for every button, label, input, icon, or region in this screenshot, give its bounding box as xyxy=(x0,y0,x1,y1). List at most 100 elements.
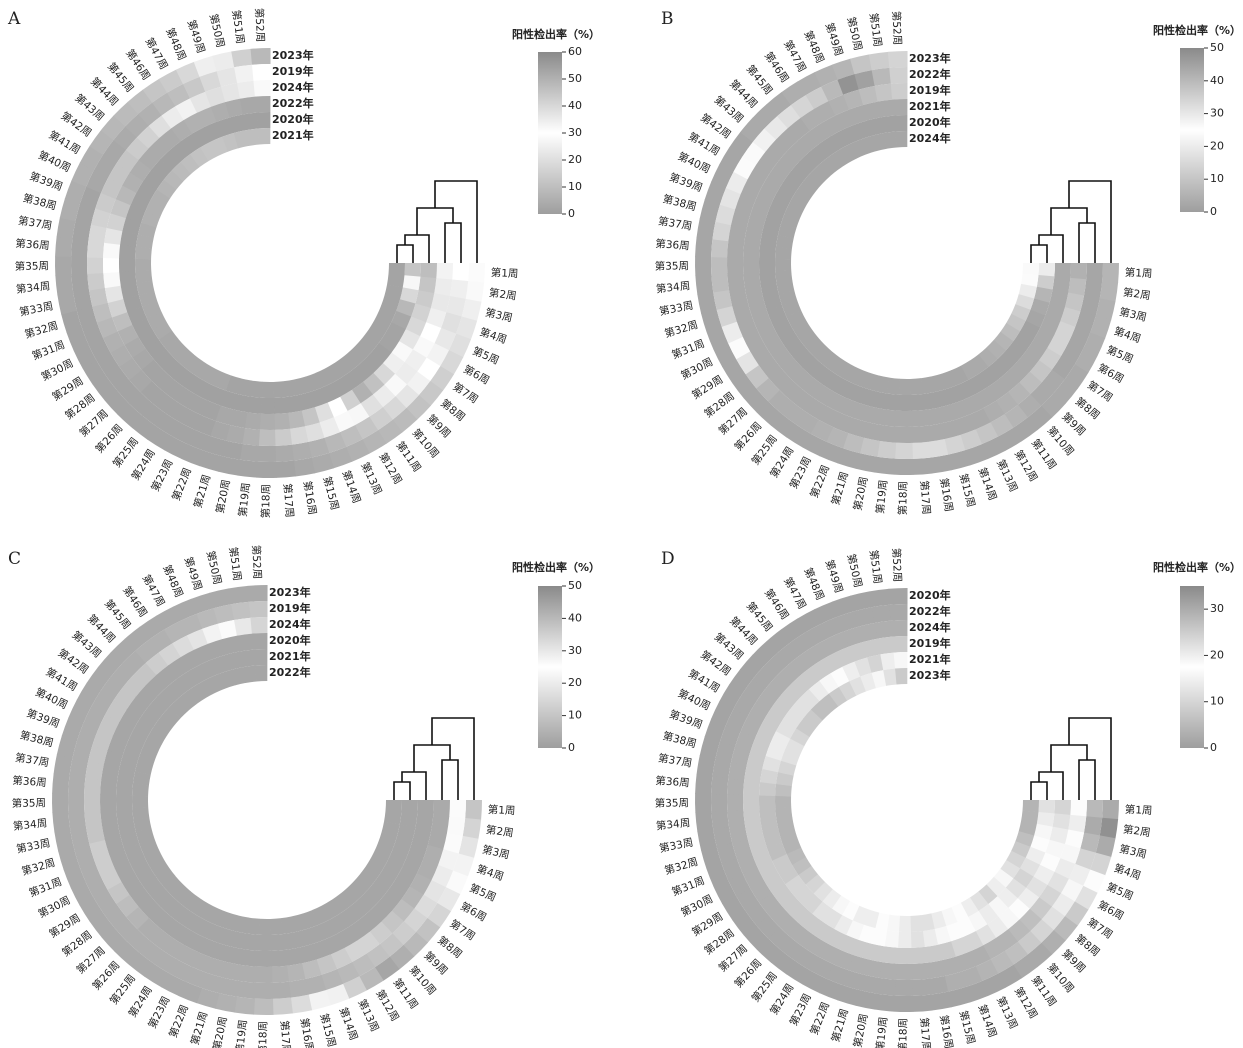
heat-cell xyxy=(253,80,271,97)
heat-cell xyxy=(695,256,712,276)
heat-cell xyxy=(141,359,164,382)
heat-cell xyxy=(231,601,251,620)
heat-cell xyxy=(982,400,1005,423)
ring-2024年 xyxy=(727,620,1087,980)
heat-cell xyxy=(711,163,734,188)
heat-cell xyxy=(103,271,121,289)
heat-cell xyxy=(244,412,261,430)
heat-cell xyxy=(736,351,759,375)
heat-cell xyxy=(706,863,729,888)
heat-cell xyxy=(910,394,925,411)
heat-cell xyxy=(201,400,221,421)
heat-cell xyxy=(71,238,89,258)
colorbar-tick-label: 10 xyxy=(1210,172,1224,185)
heat-cell xyxy=(766,91,792,117)
heat-cell xyxy=(142,78,168,103)
ring-2024年 xyxy=(775,131,1039,395)
week-label: 第7周 xyxy=(447,917,477,943)
heat-cell xyxy=(434,278,453,297)
heat-cell xyxy=(166,678,188,699)
dendrogram-link xyxy=(393,781,411,800)
heat-cell xyxy=(981,436,1006,460)
colorbar-bar xyxy=(1180,586,1204,748)
heat-cell xyxy=(426,902,451,928)
heat-cell xyxy=(858,924,876,944)
heat-cell xyxy=(1005,341,1027,362)
heat-cell xyxy=(196,608,219,629)
heat-cell xyxy=(997,427,1023,451)
week-label: 第51周 xyxy=(229,9,247,45)
heat-cell xyxy=(775,806,793,820)
heat-cell xyxy=(88,224,107,243)
heat-cell xyxy=(88,337,111,361)
heat-cell xyxy=(997,887,1018,909)
week-label: 第49周 xyxy=(185,18,208,55)
heat-cell xyxy=(348,878,369,899)
heat-cell xyxy=(898,378,911,395)
heat-cell xyxy=(837,611,860,632)
heat-cell xyxy=(1060,341,1084,365)
heat-cell xyxy=(777,687,800,709)
heat-cell xyxy=(237,459,258,478)
heat-cell xyxy=(198,937,218,958)
heat-cell xyxy=(70,881,94,906)
heat-cell xyxy=(831,358,851,378)
dendrogram-link xyxy=(1078,759,1096,800)
heat-cell xyxy=(945,921,964,942)
week-label: 第8周 xyxy=(438,396,468,424)
heat-cell xyxy=(832,949,854,971)
heat-cell xyxy=(156,665,178,687)
colorbar-tick-label: 0 xyxy=(568,741,575,754)
heat-cell xyxy=(133,817,152,833)
heat-cell xyxy=(813,100,836,123)
heat-cell xyxy=(787,139,810,162)
heat-cell xyxy=(81,322,104,345)
heat-cell xyxy=(116,781,134,796)
heat-cell xyxy=(99,676,124,701)
heat-cell xyxy=(770,413,796,438)
heat-cell xyxy=(370,343,392,364)
heat-cell xyxy=(196,987,220,1009)
heat-cell xyxy=(217,619,238,640)
heat-cell xyxy=(910,931,925,948)
heat-cell xyxy=(120,831,140,850)
heat-cell xyxy=(93,154,117,178)
heat-cell xyxy=(87,240,105,258)
ring-2021年 xyxy=(135,128,405,398)
heat-cell xyxy=(696,754,716,777)
heat-cell xyxy=(711,775,729,795)
heat-cell xyxy=(911,978,931,996)
heat-cell xyxy=(941,907,958,927)
dendrogram xyxy=(1030,180,1112,263)
week-label: 第4周 xyxy=(478,325,508,346)
week-label: 第37周 xyxy=(657,751,693,770)
heat-cell xyxy=(786,961,811,985)
heat-cell xyxy=(177,691,197,711)
heat-cell xyxy=(699,199,721,222)
heat-cell xyxy=(325,983,350,1006)
heat-cell xyxy=(254,665,268,682)
heat-cell xyxy=(449,279,469,300)
heat-cell xyxy=(1086,263,1103,282)
heat-cell xyxy=(867,654,884,673)
heat-cell xyxy=(822,888,842,909)
heat-cell xyxy=(431,864,454,888)
heat-cell xyxy=(790,161,812,182)
heat-cell xyxy=(732,838,752,859)
dendrogram-link xyxy=(1068,717,1112,800)
week-label: 第13周 xyxy=(994,994,1020,1031)
heat-cell xyxy=(975,422,999,445)
heat-cell xyxy=(819,441,844,464)
heat-cell xyxy=(225,98,244,118)
heat-cell xyxy=(282,931,299,950)
colorbar-bar xyxy=(538,52,562,214)
heat-cell xyxy=(229,409,248,429)
ring-2022年 xyxy=(711,67,1103,459)
heat-cell xyxy=(988,896,1009,917)
heat-cell xyxy=(1045,302,1065,322)
heat-cell xyxy=(822,908,843,929)
heat-cell xyxy=(247,585,268,602)
week-label: 第23周 xyxy=(149,457,176,494)
heat-cell xyxy=(821,79,844,102)
heat-cell xyxy=(239,649,256,668)
